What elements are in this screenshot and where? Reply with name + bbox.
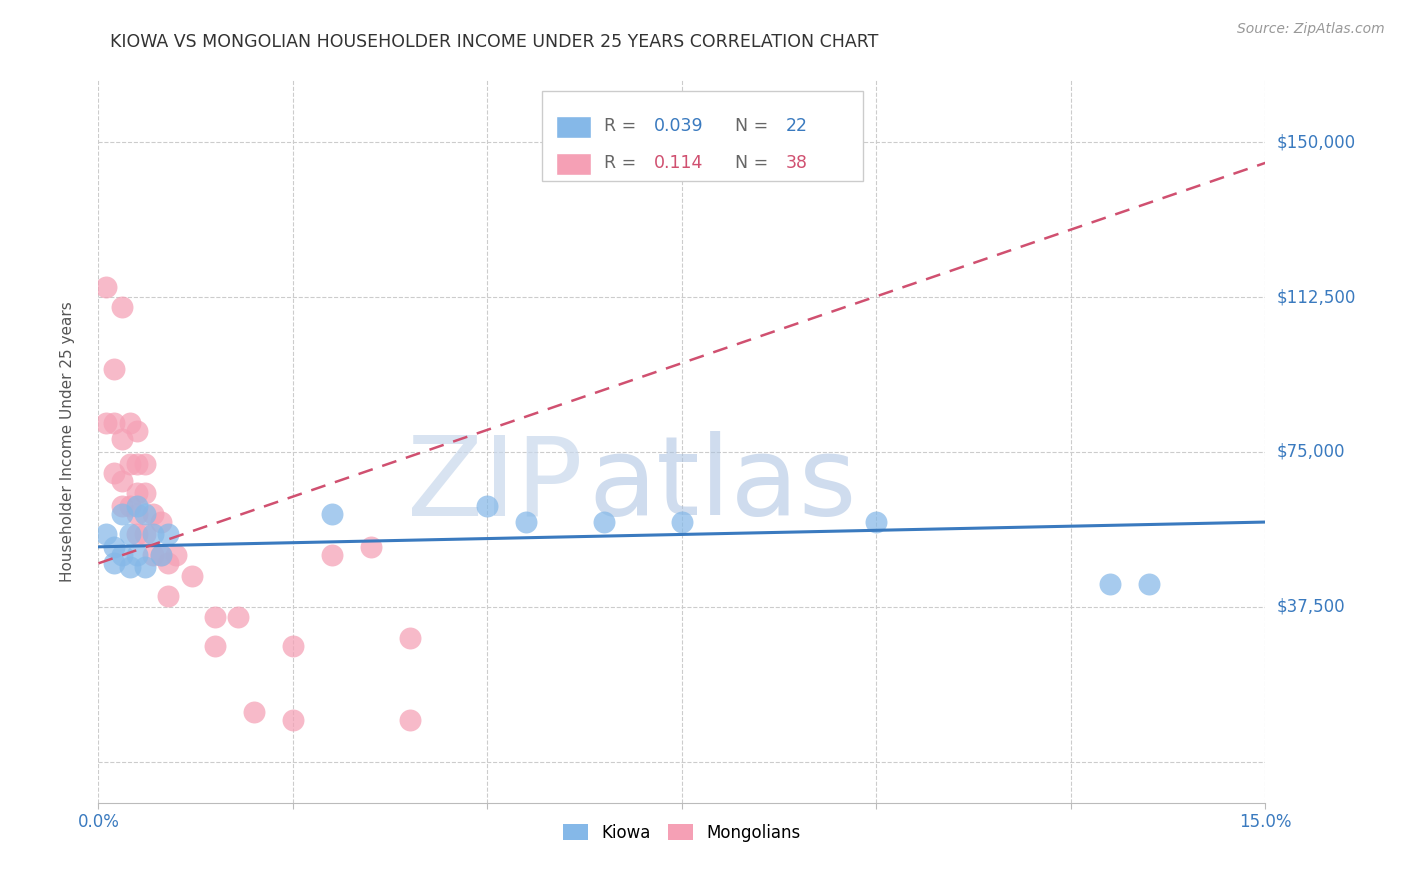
Text: N =: N = xyxy=(724,154,773,172)
Point xyxy=(865,515,887,529)
Point xyxy=(103,540,125,554)
Text: 0.114: 0.114 xyxy=(654,154,703,172)
Text: R =: R = xyxy=(603,117,641,135)
Point xyxy=(111,548,134,562)
Point xyxy=(515,515,537,529)
Point xyxy=(103,362,125,376)
Point xyxy=(134,507,156,521)
Y-axis label: Householder Income Under 25 years: Householder Income Under 25 years xyxy=(60,301,75,582)
Text: atlas: atlas xyxy=(589,432,858,539)
Point xyxy=(111,433,134,447)
Point xyxy=(165,548,187,562)
Text: R =: R = xyxy=(603,154,641,172)
Point xyxy=(243,705,266,719)
Point xyxy=(134,486,156,500)
Text: $75,000: $75,000 xyxy=(1277,442,1346,461)
Point xyxy=(127,507,149,521)
Point xyxy=(360,540,382,554)
Point xyxy=(103,416,125,430)
Point xyxy=(118,416,141,430)
Point xyxy=(118,499,141,513)
Point xyxy=(96,416,118,430)
Point xyxy=(103,466,125,480)
Point xyxy=(281,639,304,653)
Legend: Kiowa, Mongolians: Kiowa, Mongolians xyxy=(557,817,807,848)
Point xyxy=(142,527,165,541)
Point xyxy=(142,507,165,521)
Point xyxy=(228,610,250,624)
FancyBboxPatch shape xyxy=(541,91,863,181)
Point xyxy=(157,527,180,541)
Point xyxy=(593,515,616,529)
Point xyxy=(142,548,165,562)
Point xyxy=(671,515,693,529)
Point xyxy=(127,527,149,541)
Text: $150,000: $150,000 xyxy=(1277,133,1355,152)
Point xyxy=(96,527,118,541)
Text: 38: 38 xyxy=(786,154,808,172)
Point xyxy=(149,515,172,529)
Point xyxy=(398,713,420,727)
Point xyxy=(281,713,304,727)
Text: 0.039: 0.039 xyxy=(654,117,703,135)
Point xyxy=(118,527,141,541)
Text: N =: N = xyxy=(724,117,773,135)
Text: Source: ZipAtlas.com: Source: ZipAtlas.com xyxy=(1237,22,1385,37)
Point xyxy=(149,548,172,562)
Point xyxy=(111,507,134,521)
Point xyxy=(118,560,141,574)
Point xyxy=(1137,577,1160,591)
Point xyxy=(157,557,180,571)
Point xyxy=(157,590,180,604)
Point xyxy=(127,548,149,562)
FancyBboxPatch shape xyxy=(555,153,591,175)
Point xyxy=(111,301,134,315)
Text: KIOWA VS MONGOLIAN HOUSEHOLDER INCOME UNDER 25 YEARS CORRELATION CHART: KIOWA VS MONGOLIAN HOUSEHOLDER INCOME UN… xyxy=(110,33,879,52)
Point xyxy=(321,507,343,521)
FancyBboxPatch shape xyxy=(555,116,591,137)
Point xyxy=(204,610,226,624)
Point xyxy=(96,279,118,293)
Point xyxy=(127,424,149,438)
Text: ZIP: ZIP xyxy=(406,432,582,539)
Point xyxy=(134,560,156,574)
Point xyxy=(127,486,149,500)
Point xyxy=(134,527,156,541)
Point xyxy=(321,548,343,562)
Point xyxy=(118,457,141,471)
Point xyxy=(127,499,149,513)
Point xyxy=(127,457,149,471)
Text: 22: 22 xyxy=(786,117,808,135)
Point xyxy=(398,631,420,645)
Point xyxy=(103,557,125,571)
Point xyxy=(180,568,202,582)
Point xyxy=(477,499,499,513)
Point xyxy=(149,548,172,562)
Point xyxy=(134,457,156,471)
Text: $112,500: $112,500 xyxy=(1277,288,1355,306)
Point xyxy=(111,474,134,488)
Text: $37,500: $37,500 xyxy=(1277,598,1346,615)
Point xyxy=(1098,577,1121,591)
Point xyxy=(204,639,226,653)
Point xyxy=(111,499,134,513)
